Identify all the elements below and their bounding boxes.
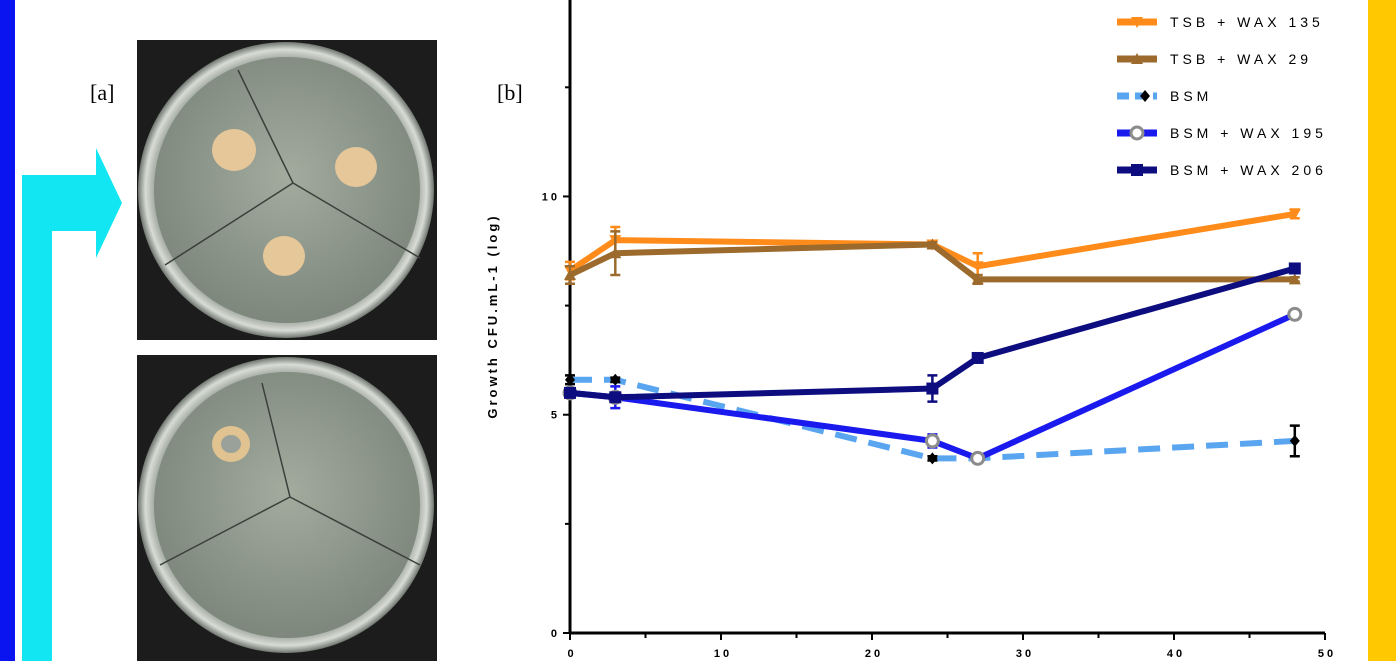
x-tick-label: 30 bbox=[1016, 648, 1034, 660]
marker bbox=[926, 382, 939, 395]
x-tick-label: 50 bbox=[1318, 648, 1336, 660]
legend-label: TSB + WAX 29 bbox=[1170, 51, 1312, 67]
panel-label: [a] bbox=[90, 80, 114, 105]
series-line bbox=[570, 376, 1295, 462]
y-tick-label: 5 bbox=[551, 410, 560, 422]
marker bbox=[926, 238, 939, 250]
marker bbox=[609, 247, 622, 259]
legend-label: BSM + WAX 195 bbox=[1170, 125, 1327, 141]
marker bbox=[927, 452, 938, 465]
x-tick-label: 40 bbox=[1167, 648, 1185, 660]
marker bbox=[1288, 273, 1301, 285]
marker bbox=[564, 386, 576, 399]
photo-bottom bbox=[137, 355, 437, 661]
marker bbox=[1289, 434, 1300, 447]
marker bbox=[609, 391, 622, 404]
marker bbox=[1287, 306, 1303, 322]
marker bbox=[610, 373, 621, 386]
marker bbox=[971, 351, 984, 364]
marker bbox=[1288, 262, 1301, 275]
legend-label: BSM bbox=[1170, 88, 1212, 104]
x-tick-label: 20 bbox=[865, 648, 883, 660]
left-bar bbox=[0, 0, 15, 661]
marker bbox=[1288, 208, 1301, 220]
legend-label: BSM + WAX 206 bbox=[1170, 162, 1327, 178]
x-tick-label: 0 bbox=[567, 648, 576, 660]
marker bbox=[1131, 53, 1143, 64]
legend-label: TSB + WAX 135 bbox=[1170, 14, 1324, 30]
marker bbox=[565, 373, 575, 386]
y-tick-label: 10 bbox=[542, 191, 560, 203]
y-tick-label: 0 bbox=[551, 628, 560, 640]
arrow bbox=[22, 148, 122, 661]
photo-top bbox=[137, 40, 437, 340]
marker bbox=[970, 450, 986, 466]
right-bar bbox=[1368, 0, 1396, 661]
x-tick-label: 10 bbox=[714, 648, 732, 660]
marker bbox=[971, 261, 984, 273]
marker bbox=[924, 433, 940, 449]
marker bbox=[1131, 164, 1143, 176]
y-axis-label: Growth CFU.mL-1 (log) bbox=[485, 213, 500, 418]
marker bbox=[564, 269, 576, 281]
marker bbox=[1129, 125, 1145, 141]
marker bbox=[971, 273, 984, 285]
marker bbox=[1140, 90, 1150, 102]
panel-label: [b] bbox=[497, 80, 523, 105]
marker bbox=[1131, 17, 1143, 28]
